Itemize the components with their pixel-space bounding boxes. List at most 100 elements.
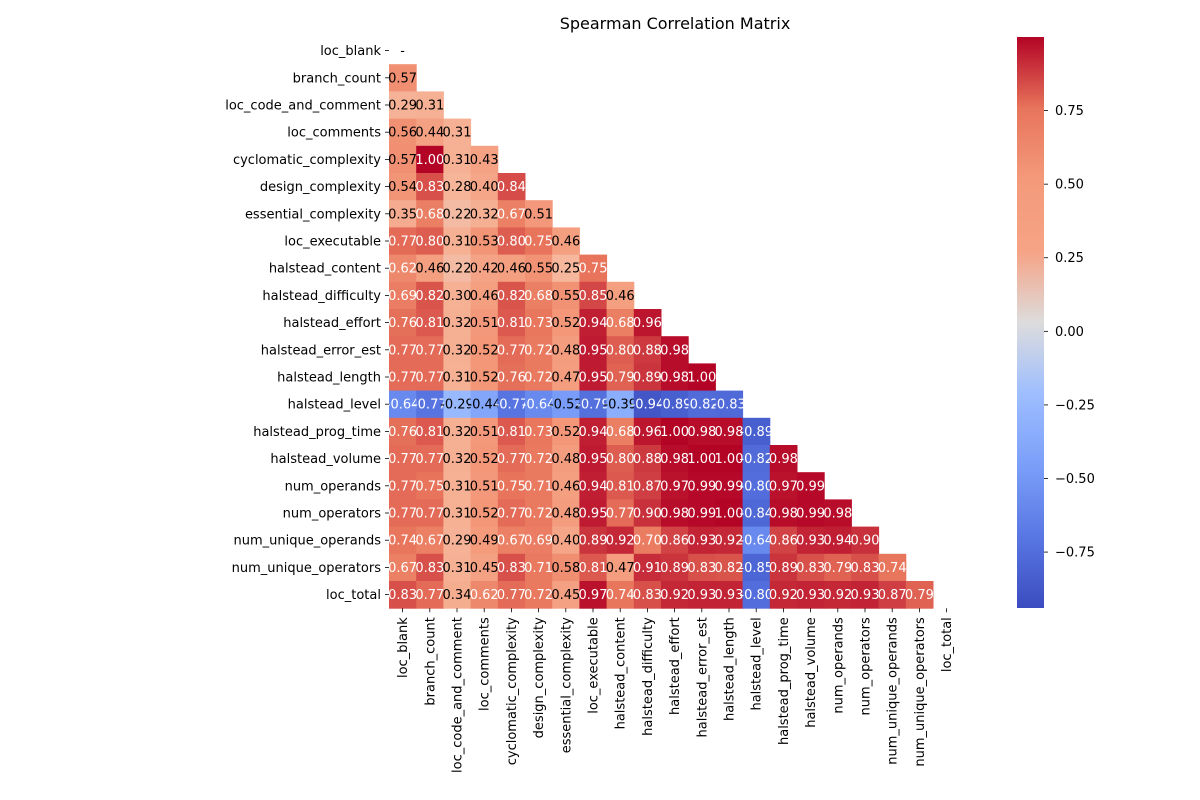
y-tick-label-halstead_effort: halstead_effort <box>283 316 381 331</box>
cell-num_operators-branch_count <box>416 499 444 528</box>
cell-halstead_content-design_complexity <box>525 254 553 283</box>
cell-num_operands-halstead_prog_time <box>769 472 798 500</box>
cell-num_operators-halstead_level <box>742 499 771 528</box>
cell-num_unique_operands-halstead_difficulty <box>633 526 662 555</box>
cell-value-num_unique_operands-design_complexity: 0.69 <box>524 534 553 549</box>
cell-value-halstead_prog_time-design_complexity: 0.73 <box>524 425 553 440</box>
cell-halstead_length-loc_code_and_comment <box>443 363 472 392</box>
cell-value-num_unique_operators-design_complexity: 0.71 <box>524 561 553 576</box>
cell-halstead_difficulty-design_complexity <box>525 281 553 310</box>
cell-num_unique_operands-halstead_content <box>606 526 635 555</box>
cell-value-halstead_difficulty-halstead_content: 0.46 <box>606 289 635 304</box>
colorbar: 0.75 0.50 0.25 0.00 −0.25 −0.50 −0.75 <box>1017 37 1095 608</box>
cell-halstead_content-loc_executable <box>579 254 608 283</box>
chart-title: Spearman Correlation Matrix <box>560 14 791 33</box>
cell-num_operands-halstead_error_est <box>688 472 716 500</box>
cell-num_unique_operands-halstead_length <box>715 526 744 555</box>
cell-value-cyclomatic_complexity-branch_count: 1.00 <box>415 153 444 168</box>
cell-halstead_difficulty-loc_blank <box>389 281 417 310</box>
cell-value-num_unique_operators-halstead_effort: 0.89 <box>660 561 689 576</box>
cell-value-halstead_volume-halstead_prog_time: 0.98 <box>769 452 798 467</box>
cell-value-num_unique_operators-loc_executable: 0.81 <box>579 561 608 576</box>
cell-halstead_effort-loc_blank <box>389 309 417 337</box>
cell-value-num_operands-halstead_prog_time: 0.97 <box>769 479 798 494</box>
cell-num_unique_operators-num_unique_operands <box>878 553 907 582</box>
cell-value-halstead_error_est-loc_blank: 0.77 <box>388 343 417 358</box>
x-tick-label-halstead_error_est: halstead_error_est <box>695 617 710 737</box>
cell-loc_total-loc_comments <box>470 581 499 609</box>
cell-halstead_error_est-halstead_difficulty <box>633 336 662 364</box>
colorbar-gradient <box>1017 37 1044 608</box>
cell-num_operators-halstead_error_est <box>688 499 716 528</box>
cell-value-num_unique_operators-halstead_volume: 0.83 <box>796 561 825 576</box>
cell-num_operators-num_operands <box>824 499 852 528</box>
cell-value-num_operators-halstead_content: 0.77 <box>606 507 635 522</box>
cell-halstead_error_est-design_complexity <box>525 336 553 364</box>
cell-value-num_operators-design_complexity: 0.72 <box>524 507 553 522</box>
cell-loc_executable-cyclomatic_complexity <box>497 227 526 256</box>
cell-num_operands-design_complexity <box>525 472 553 500</box>
cell-value-loc_executable-branch_count: 0.80 <box>415 235 444 250</box>
cell-value-num_unique_operators-loc_comments: 0.45 <box>470 561 499 576</box>
cell-num_unique_operands-loc_blank <box>389 526 417 555</box>
cell-value-halstead_length-branch_count: 0.77 <box>415 371 444 386</box>
cell-value-loc_executable-loc_code_and_comment: 0.31 <box>443 235 472 250</box>
cell-num_unique_operands-loc_comments <box>470 526 499 555</box>
cell-value-halstead_error_est-design_complexity: 0.72 <box>524 343 553 358</box>
cell-halstead_content-loc_comments <box>470 254 499 283</box>
cell-num_operands-halstead_volume <box>797 472 825 500</box>
cell-value-loc_total-halstead_volume: 0.93 <box>796 588 825 603</box>
cell-value-halstead_content-cyclomatic_complexity: 0.46 <box>497 262 526 277</box>
cell-value-num_unique_operators-cyclomatic_complexity: 0.83 <box>497 561 526 576</box>
cell-value-num_operands-loc_comments: 0.51 <box>470 479 499 494</box>
cell-value-halstead_error_est-cyclomatic_complexity: 0.77 <box>497 343 526 358</box>
cell-value-num_unique_operands-halstead_volume: 0.93 <box>796 534 825 549</box>
cell-num_operands-loc_comments <box>470 472 499 500</box>
cell-loc_total-loc_blank <box>389 581 417 609</box>
cell-value-halstead_error_est-halstead_content: 0.80 <box>606 343 635 358</box>
cell-halstead_length-halstead_content <box>606 363 635 392</box>
cell-loc_comments-loc_blank <box>389 118 417 147</box>
cell-halstead_level-loc_blank <box>389 390 417 419</box>
cell-value-num_unique_operators-num_unique_operands: 0.74 <box>878 561 907 576</box>
cell-loc_executable-loc_blank <box>389 227 417 256</box>
x-tick-label-num_unique_operands: num_unique_operands <box>886 617 901 765</box>
cell-halstead_content-essential_complexity <box>552 254 580 283</box>
cell-value-halstead_prog_time-loc_comments: 0.51 <box>470 425 499 440</box>
cell-halstead_level-cyclomatic_complexity <box>497 390 526 419</box>
cell-halstead_volume-cyclomatic_complexity <box>497 445 526 473</box>
cell-value-loc_total-halstead_length: 0.93 <box>715 588 744 603</box>
cell-loc_code_and_comment-loc_blank <box>389 91 417 120</box>
cell-loc_total-num_operators <box>851 581 880 609</box>
cell-value-halstead_length-loc_comments: 0.52 <box>470 371 499 386</box>
cell-num_operands-essential_complexity <box>552 472 580 500</box>
cell-halstead_volume-essential_complexity <box>552 445 580 473</box>
cell-halstead_level-halstead_content <box>606 390 635 419</box>
cell-halstead_error_est-halstead_effort <box>661 336 689 364</box>
colorbar-tick-label: 0.75 <box>1055 104 1084 119</box>
cell-value-halstead_error_est-halstead_effort: 0.98 <box>660 343 689 358</box>
cell-value-loc_total-num_unique_operands: 0.87 <box>878 588 907 603</box>
cell-value-halstead_length-halstead_effort: 0.98 <box>660 371 689 386</box>
y-tick-label-branch_count: branch_count <box>293 71 381 86</box>
cell-num_operators-loc_code_and_comment <box>443 499 472 528</box>
cell-value-halstead_error_est-halstead_difficulty: 0.88 <box>633 343 662 358</box>
cell-value-num_unique_operators-halstead_prog_time: 0.89 <box>769 561 798 576</box>
cell-value-halstead_effort-essential_complexity: 0.52 <box>551 316 580 331</box>
diagonal-marker: - <box>400 44 405 59</box>
cell-value-halstead_level-essential_complexity: -0.52 <box>549 398 583 413</box>
y-tick-label-halstead_volume: halstead_volume <box>270 452 381 467</box>
cell-value-essential_complexity-design_complexity: 0.51 <box>524 207 553 222</box>
cell-value-halstead_length-halstead_content: 0.79 <box>606 371 635 386</box>
cell-value-num_operands-halstead_volume: 0.99 <box>796 479 825 494</box>
cell-halstead_level-design_complexity <box>525 390 553 419</box>
cell-value-halstead_volume-cyclomatic_complexity: 0.77 <box>497 452 526 467</box>
cell-halstead_volume-loc_comments <box>470 445 499 473</box>
cell-num_unique_operands-halstead_error_est <box>688 526 716 555</box>
cell-design_complexity-cyclomatic_complexity <box>497 173 526 201</box>
cell-loc_total-halstead_prog_time <box>769 581 798 609</box>
cell-halstead_effort-loc_executable <box>579 309 608 337</box>
cell-halstead_error_est-loc_blank <box>389 336 417 364</box>
cell-value-loc_executable-essential_complexity: 0.46 <box>551 235 580 250</box>
